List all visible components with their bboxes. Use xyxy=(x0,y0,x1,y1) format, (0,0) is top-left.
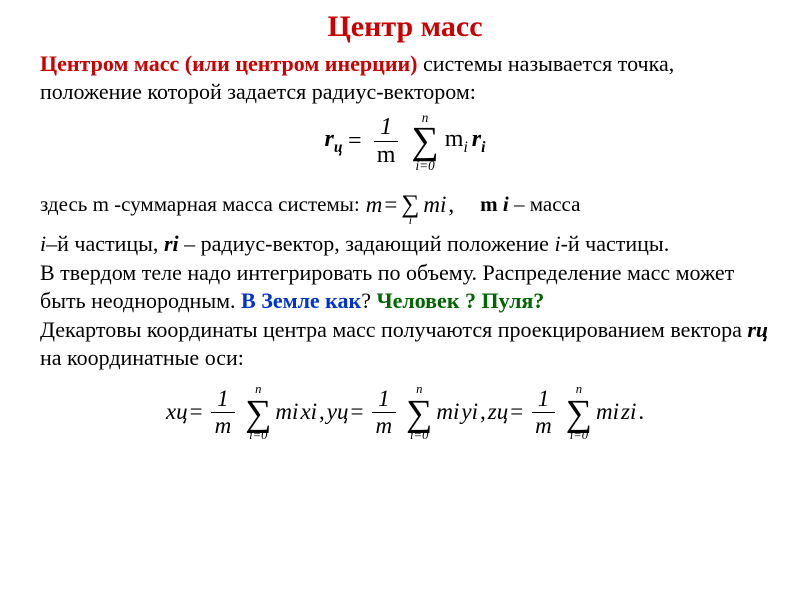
mi-label: m i – масса xyxy=(480,192,580,217)
human-question: Человек ? xyxy=(376,288,476,313)
formula-xyz: xц = 1m n ∑ i=0 mi xi , yц = 1m n ∑ i=0 … xyxy=(40,383,770,441)
bullet-question: Пуля? xyxy=(482,288,545,313)
formula-rc: rц = 1 m n ∑ i=0 mi ri xyxy=(40,111,770,172)
earth-question: В Земле как xyxy=(241,288,361,313)
mass-sum-formula: m = ∑ i mi , xyxy=(366,182,454,228)
page-title: Центр масс xyxy=(40,10,770,44)
line2-pre: здесь m -суммарная масса системы: xyxy=(40,192,360,217)
formula-y: yц = 1m n ∑ i=0 mi yi xyxy=(327,383,478,441)
mass-sum-line: здесь m -суммарная масса системы: m = ∑ … xyxy=(40,182,770,228)
fraction: 1 m xyxy=(371,114,402,169)
cartesian-line: Декартовы координаты центра масс получаю… xyxy=(40,316,770,371)
sigma: n ∑ i=0 xyxy=(411,111,438,172)
definition-line: Центром масс (или центром инерции) систе… xyxy=(40,50,770,105)
formula-z: zц = 1m n ∑ i=0 mi zi xyxy=(488,383,637,441)
def-term: Центром масс (или центром инерции) xyxy=(40,51,418,76)
particle-line: i–й частицы, ri – радиус-вектор, задающи… xyxy=(40,230,770,258)
solid-body-line: В твердом теле надо интегрировать по объ… xyxy=(40,259,770,314)
formula-x: xц = 1m n ∑ i=0 mi xi xyxy=(166,383,317,441)
